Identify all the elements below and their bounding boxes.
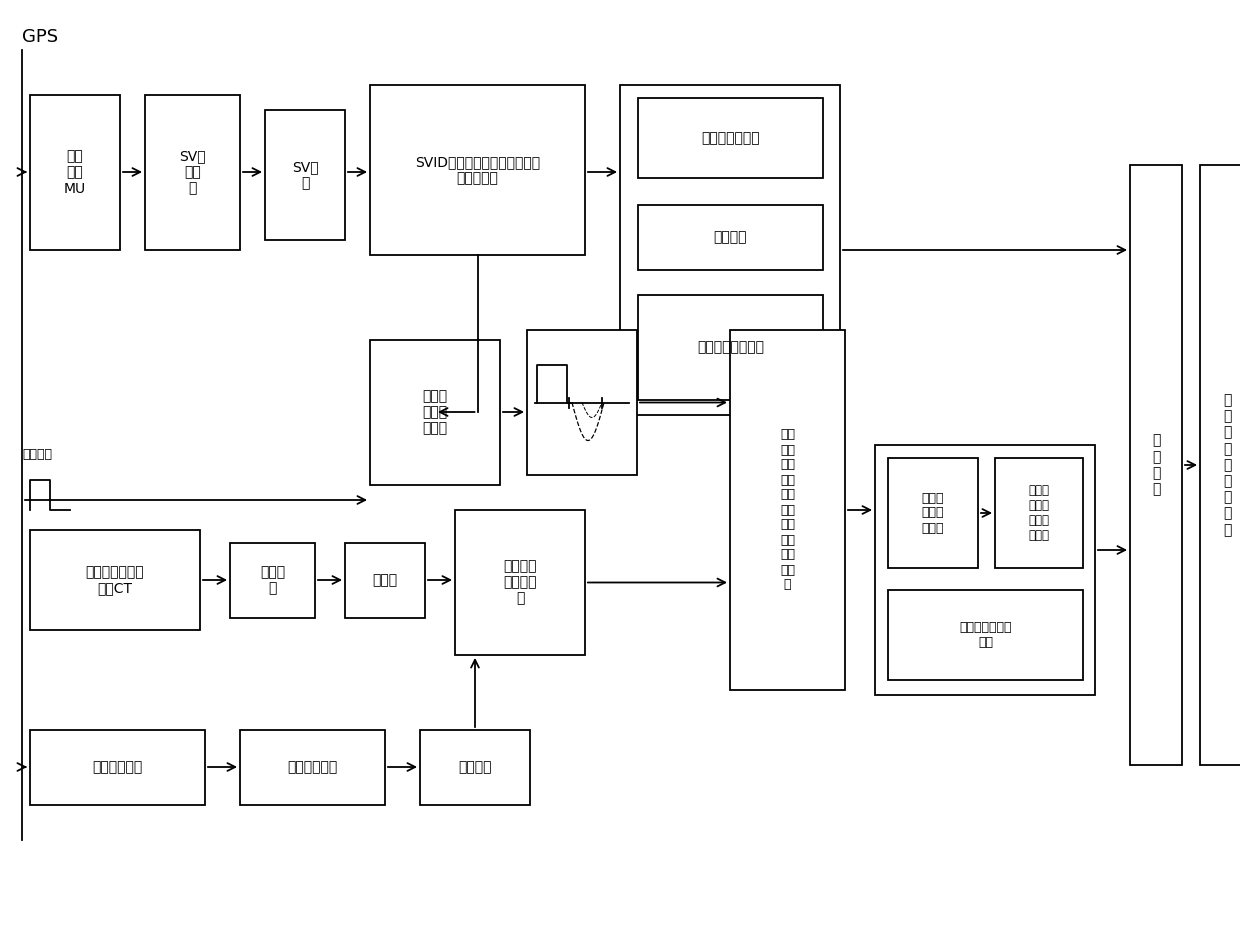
Bar — [265, 110, 345, 240]
Bar — [1200, 165, 1240, 765]
Text: 时间同步信号: 时间同步信号 — [92, 760, 143, 774]
Text: 综
合
分
析: 综 合 分 析 — [1152, 434, 1161, 497]
Bar — [345, 543, 425, 618]
Text: 计算避
雷器阻
性电流
变化率: 计算避 雷器阻 性电流 变化率 — [1028, 484, 1049, 542]
Bar — [994, 458, 1083, 568]
Bar — [30, 530, 200, 630]
Text: 获得避雷
器泄漏电
流: 获得避雷 器泄漏电 流 — [503, 560, 537, 606]
Text: 提取避
雷器阻
性电流: 提取避 雷器阻 性电流 — [921, 491, 944, 535]
Bar — [620, 85, 839, 415]
Bar — [370, 340, 500, 485]
Bar — [888, 590, 1083, 680]
Bar — [241, 730, 384, 805]
Text: 同步脉冲: 同步脉冲 — [22, 449, 52, 462]
Bar — [1130, 165, 1182, 765]
Bar — [639, 98, 823, 178]
Bar — [455, 510, 585, 655]
Text: 数据采
集: 数据采 集 — [260, 565, 285, 596]
Bar — [875, 445, 1095, 695]
Text: 提取避雷器容性
电流: 提取避雷器容性 电流 — [960, 621, 1012, 649]
Bar — [888, 458, 978, 568]
Text: 系统频率: 系统频率 — [714, 230, 748, 244]
Bar — [229, 543, 315, 618]
Bar — [639, 295, 823, 400]
Bar — [30, 730, 205, 805]
Bar — [420, 730, 529, 805]
Bar — [370, 85, 585, 255]
Bar — [730, 330, 844, 690]
Text: 延时补偿: 延时补偿 — [459, 760, 492, 774]
Bar — [30, 95, 120, 250]
Bar — [145, 95, 241, 250]
Text: 避雷器泄漏电流
取样CT: 避雷器泄漏电流 取样CT — [86, 565, 144, 595]
Text: 根据
母线
电压
过零
点时
刻，
分解
避雷
器泄
漏电
流: 根据 母线 电压 过零 点时 刻， 分解 避雷 器泄 漏电 流 — [780, 428, 795, 591]
Text: 母线电压有效值: 母线电压有效值 — [701, 131, 760, 145]
Text: GPS: GPS — [22, 28, 58, 46]
Text: 合并
单元
MU: 合并 单元 MU — [64, 149, 86, 196]
Text: 通道延时计算: 通道延时计算 — [288, 760, 337, 774]
Bar — [527, 330, 637, 475]
Text: 母线电
压过零
点检测: 母线电 压过零 点检测 — [423, 389, 448, 436]
Text: SVID匹配，配置识别，提取母
线电压通道: SVID匹配，配置识别，提取母 线电压通道 — [415, 154, 541, 185]
Bar — [639, 205, 823, 270]
Text: 诊
断
避
雷
器
运
行
状
态: 诊 断 避 雷 器 运 行 状 态 — [1224, 393, 1231, 536]
Text: SV解
码: SV解 码 — [291, 160, 319, 191]
Text: 预处理: 预处理 — [372, 574, 398, 587]
Text: SV采
样报
文: SV采 样报 文 — [180, 149, 206, 196]
Text: 母线电压高次谐波: 母线电压高次谐波 — [697, 340, 764, 354]
